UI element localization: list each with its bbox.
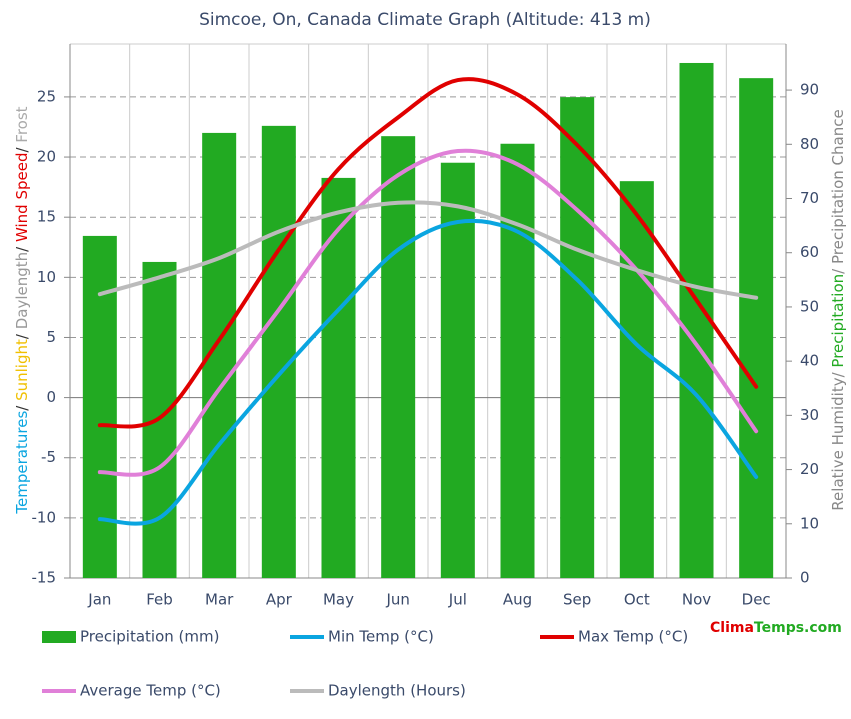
y2-axis-title-part: Relative Humidity/: [829, 368, 847, 511]
bar: [739, 78, 774, 579]
y2-tick-label: 80: [800, 135, 819, 153]
y-tick-label: -10: [32, 508, 57, 526]
y-axis-title-part: /: [13, 401, 31, 411]
bar: [82, 235, 117, 578]
y-tick-label: 25: [37, 87, 56, 105]
x-tick-label: Jun: [385, 591, 409, 609]
watermark-part: Temps.com: [754, 620, 842, 636]
legend-swatch: [42, 631, 76, 643]
bar: [560, 97, 595, 578]
y-tick-label: 5: [46, 328, 56, 346]
x-tick-label: May: [323, 591, 354, 609]
y-tick-label: -15: [32, 569, 57, 587]
x-tick-label: Dec: [742, 591, 771, 609]
bar: [500, 143, 535, 578]
x-tick-label: Apr: [266, 591, 293, 609]
y-tick-label: 20: [37, 148, 56, 166]
x-tick-label: Nov: [682, 591, 711, 609]
x-tick-label: Sep: [563, 591, 591, 609]
y-axis-title-part: /: [13, 143, 31, 153]
y2-tick-label: 0: [800, 569, 810, 587]
y-axis-title-part: Daylength: [13, 252, 31, 329]
y-tick-label: 10: [37, 268, 56, 286]
y-axis-title: Temperatures/ Sunlight/ Daylength/ Wind …: [13, 106, 31, 514]
y2-tick-label: 30: [800, 406, 819, 424]
bar: [381, 136, 416, 579]
bar: [440, 162, 475, 578]
y-axis-title-part: Wind Speed: [13, 153, 31, 243]
chart-title: Simcoe, On, Canada Climate Graph (Altitu…: [199, 10, 651, 30]
x-tick-label: Feb: [146, 591, 173, 609]
y2-tick-label: 10: [800, 514, 819, 532]
y-axis-title-part: Frost: [13, 106, 31, 142]
watermark: ClimaTemps.com: [710, 620, 842, 636]
y-tick-label: 0: [46, 388, 56, 406]
y2-tick-label: 20: [800, 460, 819, 478]
legend-label: Max Temp (°C): [578, 628, 688, 646]
line: [97, 77, 759, 429]
legend-label: Precipitation (mm): [80, 628, 219, 646]
y2-tick-label: 50: [800, 297, 819, 315]
watermark-part: Clima: [710, 620, 754, 636]
bar: [321, 177, 356, 578]
legend-label: Daylength (Hours): [328, 682, 466, 700]
y-tick-label: 15: [37, 208, 56, 226]
x-tick-label: Jan: [87, 591, 111, 609]
y-tick-label: -5: [41, 448, 56, 466]
line: [97, 148, 759, 477]
bar: [619, 181, 654, 578]
y2-tick-label: 70: [800, 189, 819, 207]
x-tick-label: Oct: [624, 591, 650, 609]
y2-tick-label: 90: [800, 81, 819, 99]
bar: [261, 125, 296, 578]
y2-axis-title: Relative Humidity/ Precipitation/ Precip…: [829, 109, 847, 510]
bar: [679, 62, 714, 579]
line: [97, 218, 759, 526]
y-axis-title-part: /: [13, 242, 31, 252]
y2-tick-label: 60: [800, 243, 819, 261]
y2-axis-title-part: / Precipitation Chance: [829, 109, 847, 274]
legend-label: Min Temp (°C): [328, 628, 434, 646]
y-axis-title-part: Temperatures: [13, 411, 31, 515]
y-axis-title-part: Sunlight: [13, 339, 31, 401]
line: [97, 200, 759, 300]
y2-tick-label: 40: [800, 352, 819, 370]
x-tick-label: Aug: [503, 591, 532, 609]
legend-label: Average Temp (°C): [80, 682, 221, 700]
x-tick-label: Jul: [448, 591, 467, 609]
x-tick-label: Mar: [205, 591, 234, 609]
y2-axis-title-part: Precipitation: [829, 274, 847, 368]
y-axis-title-part: /: [13, 329, 31, 339]
